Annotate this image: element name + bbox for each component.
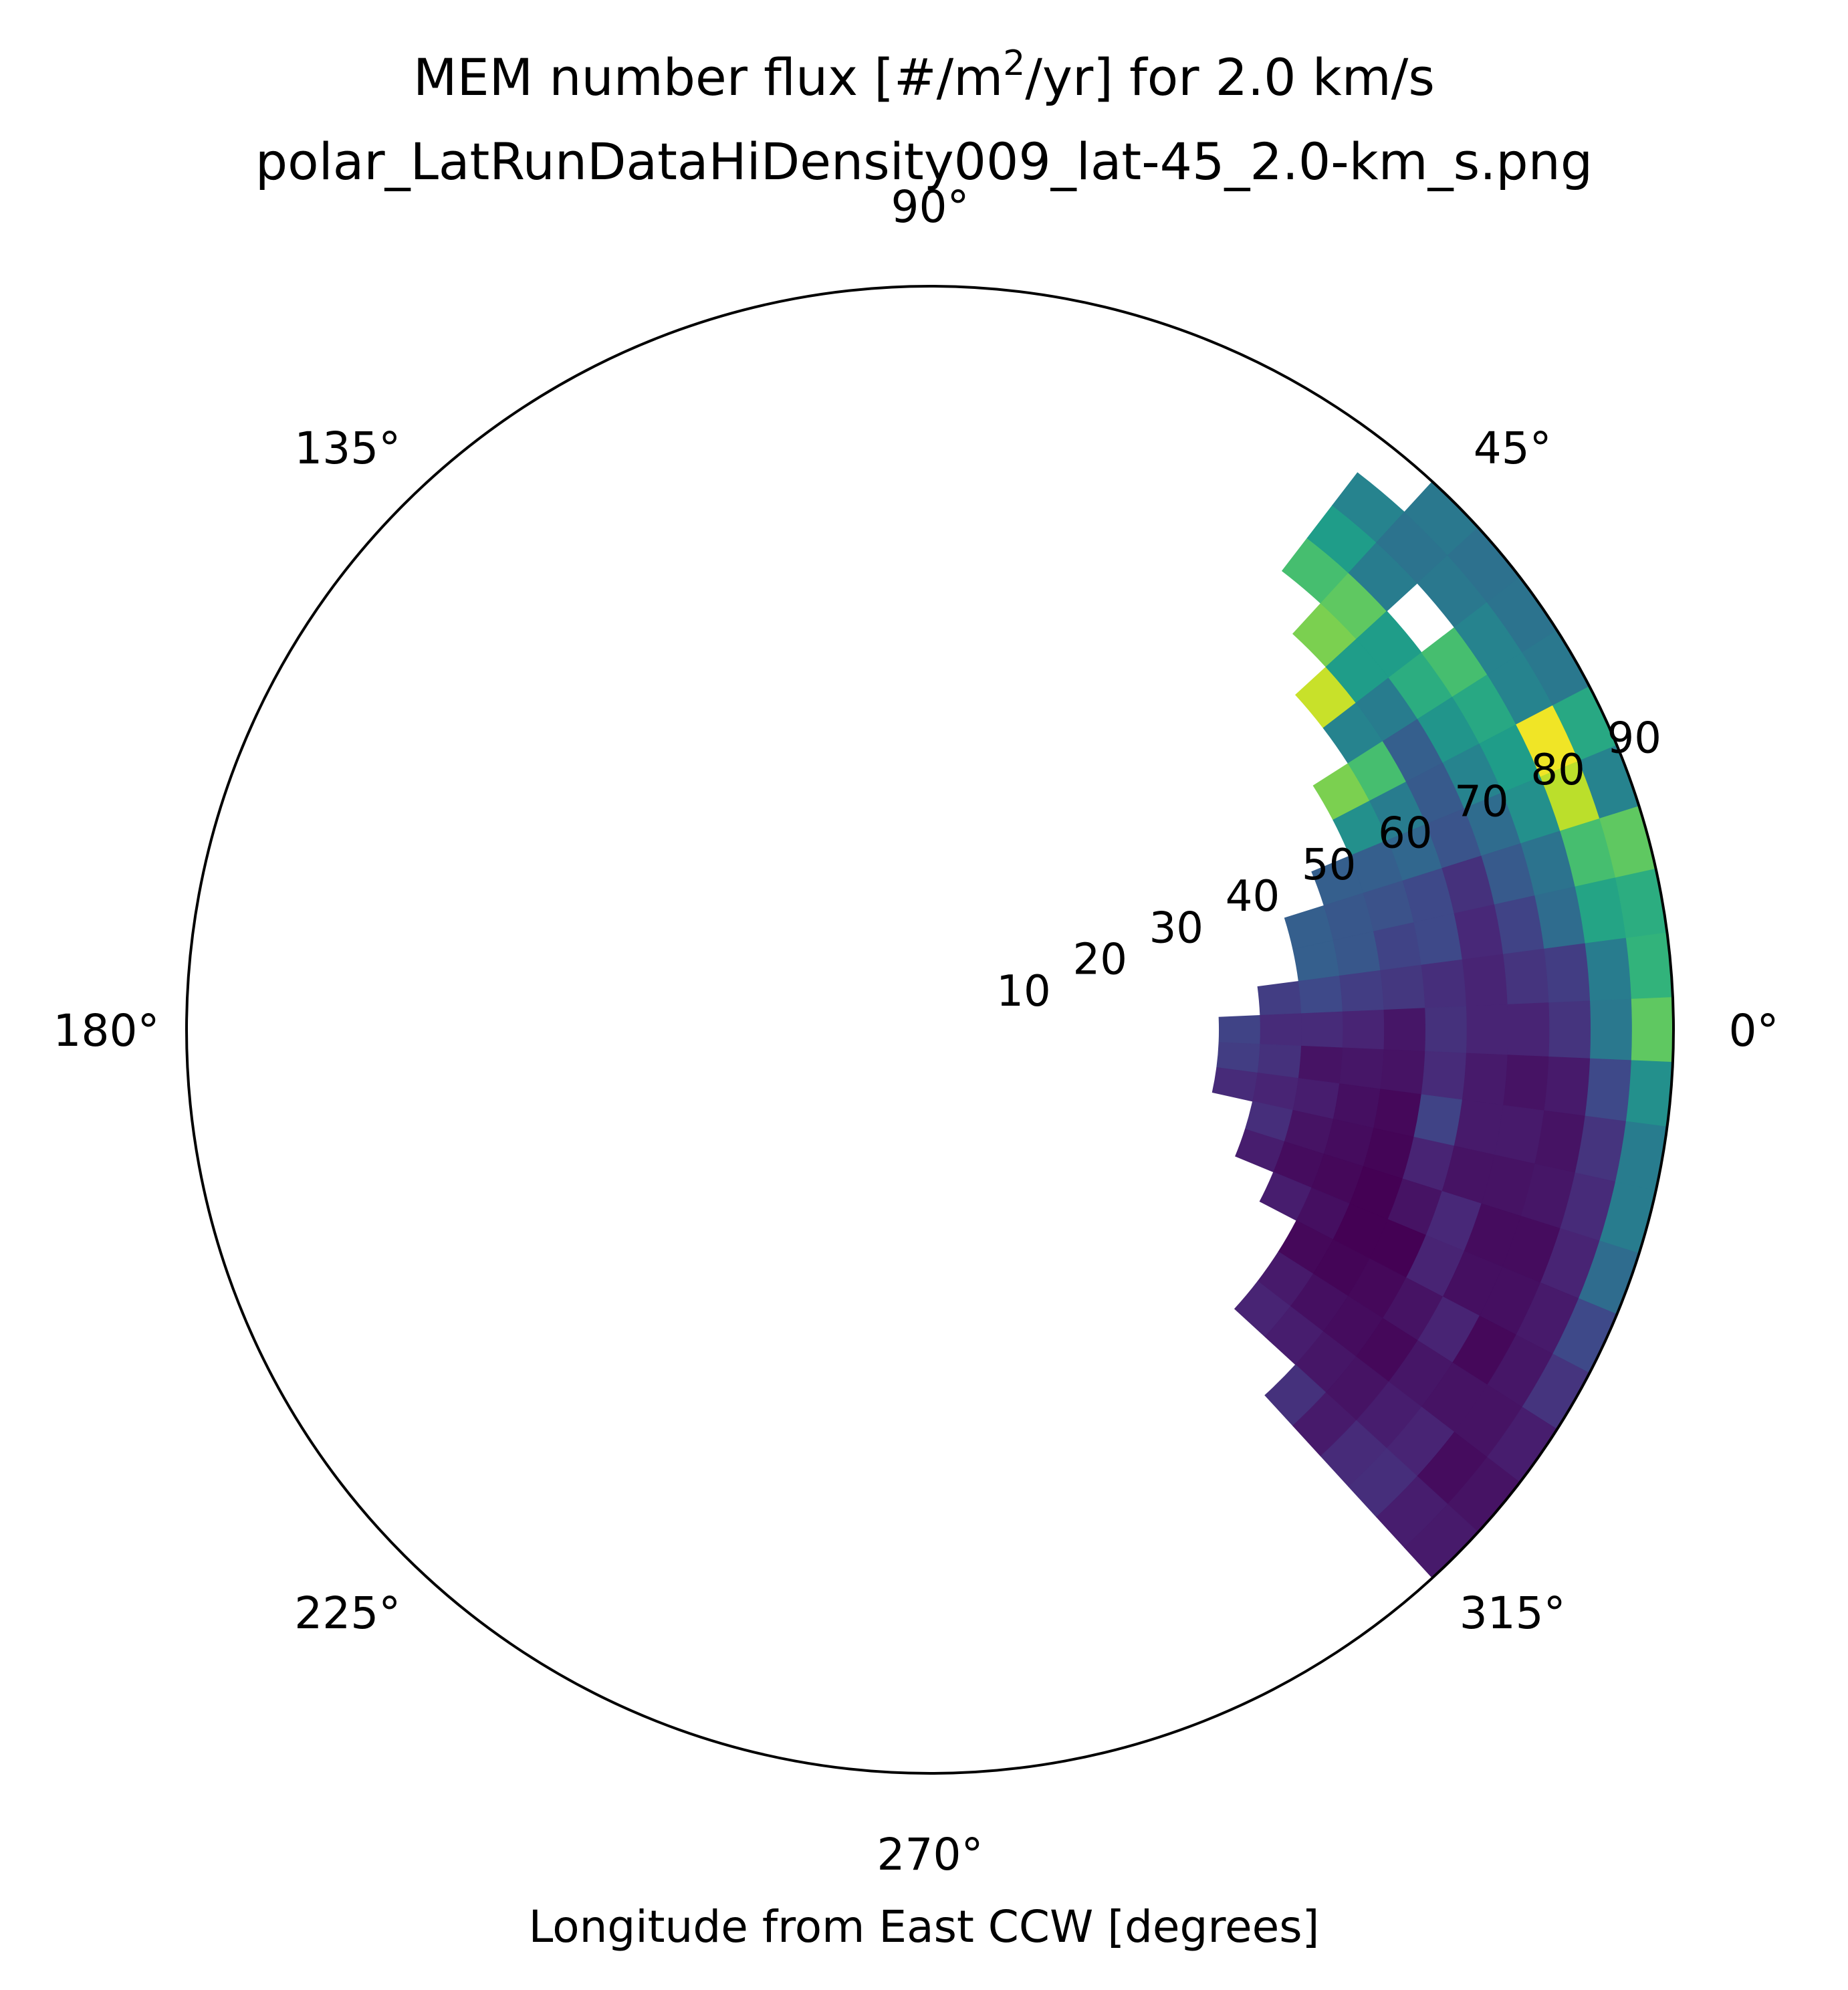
heatmap-cell — [1454, 1099, 1504, 1155]
polar-axis-frame — [185, 285, 1675, 1775]
theta-tick-labels: 0° 45° 90° 135° 180° 225° 270° 315° — [53, 181, 1779, 1880]
heatmap-cell — [1421, 1051, 1467, 1101]
heatmap-cell — [1342, 1009, 1385, 1051]
heatmap-cell — [1421, 959, 1467, 1009]
heatmap-cell — [1413, 1094, 1463, 1147]
heatmap-cell — [1301, 1011, 1344, 1048]
heatmap-cell — [1462, 1053, 1508, 1106]
theta-tick-label: 0° — [1729, 1005, 1779, 1057]
theta-tick-label: 180° — [53, 1005, 160, 1057]
theta-tick-label: 270° — [877, 1829, 984, 1880]
heatmap-cell — [1380, 964, 1426, 1010]
heatmap-cell — [1218, 1015, 1261, 1044]
r-tick-label: 70 — [1454, 777, 1508, 826]
heatmap-cell — [1631, 997, 1674, 1063]
heatmap-cells — [1211, 472, 1674, 1579]
r-tick-label: 90 — [1607, 714, 1661, 764]
chart-title-line-1: MEM number flux [#/m2/yr] for 2.0 km/s — [413, 43, 1435, 107]
r-tick-label: 20 — [1072, 935, 1127, 985]
heatmap-cell — [1257, 1044, 1302, 1079]
heatmap-cell — [1257, 980, 1302, 1016]
heatmap-cell — [1413, 913, 1463, 966]
r-tick-label: 10 — [996, 967, 1050, 1016]
heatmap-cell — [1585, 937, 1632, 1002]
heatmap-cell — [1590, 998, 1633, 1061]
r-tick-label: 30 — [1149, 903, 1203, 953]
heatmap-cell — [1339, 1047, 1385, 1090]
heatmap-cell — [1383, 1008, 1426, 1052]
heatmap-cell — [1332, 472, 1405, 543]
heatmap-cell — [1548, 1000, 1591, 1059]
heatmap-cell — [1454, 904, 1504, 960]
theta-tick-label: 225° — [294, 1587, 400, 1639]
heatmap-cell — [1425, 1006, 1468, 1054]
heatmap-cell — [1507, 1002, 1550, 1057]
heatmap-cell — [1373, 922, 1422, 971]
heatmap-cell — [1544, 1057, 1591, 1117]
heatmap-cell — [1462, 954, 1508, 1007]
heatmap-cell — [1466, 1004, 1509, 1056]
r-tick-label: 40 — [1226, 872, 1280, 921]
heatmap-cell — [1260, 1013, 1302, 1046]
heatmap-cell — [1380, 1049, 1426, 1095]
heatmap-cell — [1298, 975, 1343, 1014]
theta-tick-label: 135° — [294, 423, 400, 474]
chart-title-line-2: polar_LatRunDataHiDensity009_lat-45_2.0-… — [255, 132, 1593, 191]
heatmap-cell — [1544, 943, 1591, 1003]
theta-tick-label: 45° — [1474, 423, 1552, 474]
heatmap-cell — [1625, 932, 1673, 1000]
r-tick-label: 60 — [1378, 809, 1432, 859]
heatmap-cell — [1339, 970, 1385, 1012]
r-tick-label: 80 — [1530, 746, 1585, 795]
heatmap-cell — [1625, 1060, 1673, 1127]
heatmap-cell — [1503, 1055, 1550, 1111]
radial-tick-labels: 10 20 30 40 50 60 70 80 90 — [996, 714, 1661, 1016]
heatmap-cell — [1585, 1058, 1632, 1122]
x-axis-label: Longitude from East CCW [degrees] — [529, 1901, 1320, 1953]
theta-tick-label: 90° — [891, 181, 969, 233]
heatmap-cell — [1503, 948, 1550, 1005]
heatmap-cell — [1211, 1067, 1258, 1102]
theta-tick-label: 315° — [1460, 1587, 1566, 1639]
heatmap-cell — [1298, 1045, 1343, 1085]
r-tick-label: 50 — [1302, 841, 1356, 890]
